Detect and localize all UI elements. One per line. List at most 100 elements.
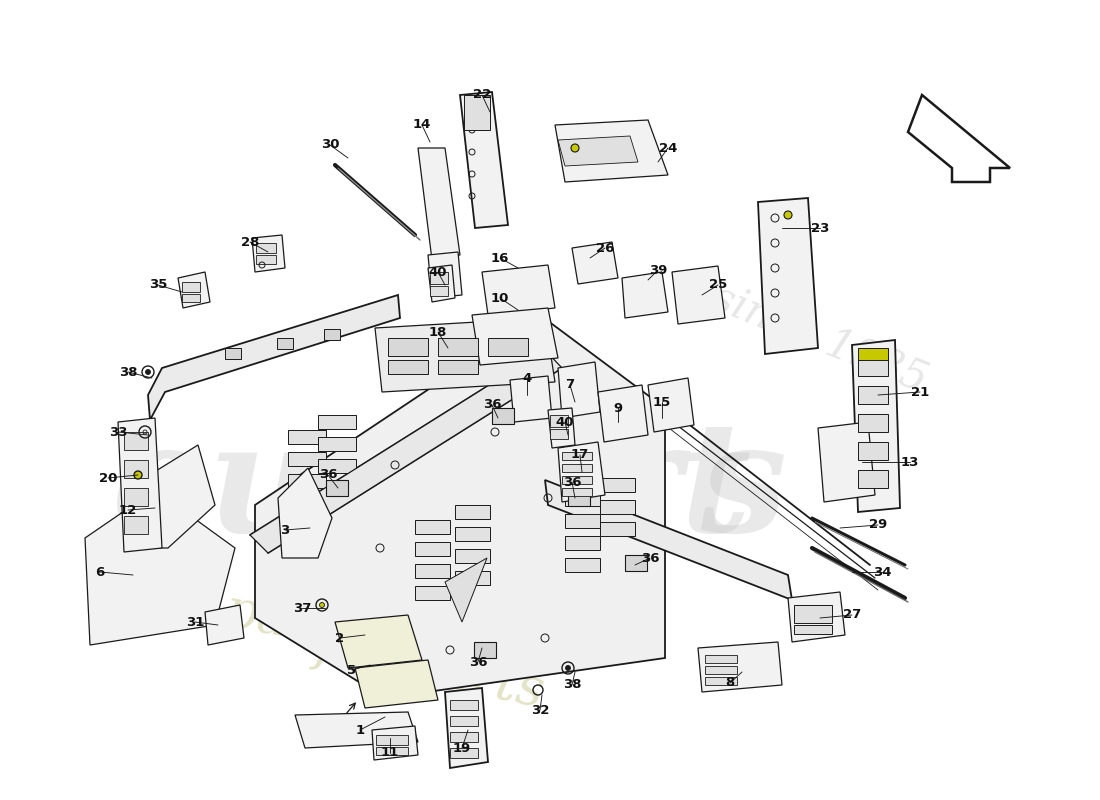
Text: 40: 40 <box>429 266 448 278</box>
Bar <box>858 414 888 432</box>
Polygon shape <box>758 198 818 354</box>
Bar <box>415 586 450 600</box>
Bar <box>565 514 600 528</box>
Text: 21: 21 <box>911 386 930 398</box>
Bar <box>568 490 590 506</box>
Bar <box>288 474 326 488</box>
Text: 5: 5 <box>348 663 356 677</box>
Bar <box>562 464 592 472</box>
Bar <box>124 516 148 534</box>
Text: 36: 36 <box>319 469 338 482</box>
Circle shape <box>565 666 571 670</box>
Bar <box>488 348 520 362</box>
Text: 9: 9 <box>614 402 623 414</box>
Bar <box>794 625 832 634</box>
Text: 39: 39 <box>649 263 668 277</box>
Text: 22: 22 <box>473 89 491 102</box>
Polygon shape <box>852 340 900 512</box>
Text: 34: 34 <box>872 566 891 578</box>
Bar <box>625 555 647 571</box>
Circle shape <box>571 144 579 152</box>
Polygon shape <box>446 558 487 622</box>
Bar <box>450 700 478 710</box>
Bar <box>455 505 490 519</box>
Bar <box>438 338 478 356</box>
Polygon shape <box>336 615 422 668</box>
Bar <box>430 272 448 284</box>
Bar <box>550 415 568 427</box>
Bar <box>562 476 592 484</box>
Bar <box>388 338 428 356</box>
Bar <box>438 360 478 374</box>
Bar <box>565 536 600 550</box>
Polygon shape <box>205 605 244 645</box>
Polygon shape <box>672 266 725 324</box>
Text: for parts: for parts <box>311 619 549 717</box>
Text: 38: 38 <box>563 678 581 691</box>
Polygon shape <box>558 136 638 166</box>
Polygon shape <box>148 295 400 420</box>
Text: 16: 16 <box>491 251 509 265</box>
Polygon shape <box>510 376 552 422</box>
Bar <box>858 358 888 376</box>
Polygon shape <box>428 252 462 298</box>
Polygon shape <box>418 148 460 260</box>
Text: 40: 40 <box>556 415 574 429</box>
Bar <box>705 666 737 674</box>
Text: 2: 2 <box>336 631 344 645</box>
Bar <box>415 542 450 556</box>
Bar <box>124 488 148 506</box>
Text: 6: 6 <box>96 566 104 578</box>
Bar <box>182 294 200 302</box>
Text: 1: 1 <box>355 723 364 737</box>
Text: 25: 25 <box>708 278 727 291</box>
Polygon shape <box>788 592 845 642</box>
Bar <box>562 452 592 460</box>
Bar <box>277 338 293 349</box>
Text: 28: 28 <box>241 235 260 249</box>
Bar <box>388 360 428 374</box>
Polygon shape <box>698 642 782 692</box>
Polygon shape <box>908 95 1010 182</box>
Bar <box>794 605 832 623</box>
Text: 32: 32 <box>531 703 549 717</box>
Text: 26: 26 <box>596 242 614 254</box>
Text: 29: 29 <box>869 518 887 531</box>
Polygon shape <box>558 362 600 418</box>
Bar <box>858 386 888 404</box>
Bar <box>326 480 348 496</box>
Bar <box>256 255 276 264</box>
Bar <box>858 470 888 488</box>
Polygon shape <box>648 378 694 432</box>
Text: 13: 13 <box>901 455 920 469</box>
Bar <box>318 415 356 429</box>
Polygon shape <box>300 486 342 548</box>
Bar <box>464 95 490 130</box>
Circle shape <box>784 211 792 219</box>
Text: 36: 36 <box>563 475 581 489</box>
Polygon shape <box>558 442 605 502</box>
Polygon shape <box>598 385 648 442</box>
Bar <box>318 437 356 451</box>
Text: pa: pa <box>460 415 666 565</box>
Text: 36: 36 <box>469 655 487 669</box>
Bar <box>376 747 408 755</box>
Bar <box>600 478 635 492</box>
Bar <box>288 452 326 466</box>
Polygon shape <box>428 265 455 302</box>
Bar <box>600 522 635 536</box>
Text: since 1985: since 1985 <box>706 276 934 400</box>
Bar <box>318 459 356 473</box>
Bar <box>450 348 482 362</box>
Bar <box>124 460 148 478</box>
Text: 19: 19 <box>453 742 471 754</box>
Bar <box>858 442 888 460</box>
Bar <box>562 488 592 496</box>
Text: 18: 18 <box>429 326 448 338</box>
Text: ro: ro <box>340 415 522 565</box>
Text: 36: 36 <box>640 551 659 565</box>
Circle shape <box>319 602 324 607</box>
Text: 27: 27 <box>843 609 861 622</box>
Text: 20: 20 <box>99 471 118 485</box>
Text: rt: rt <box>600 415 751 565</box>
